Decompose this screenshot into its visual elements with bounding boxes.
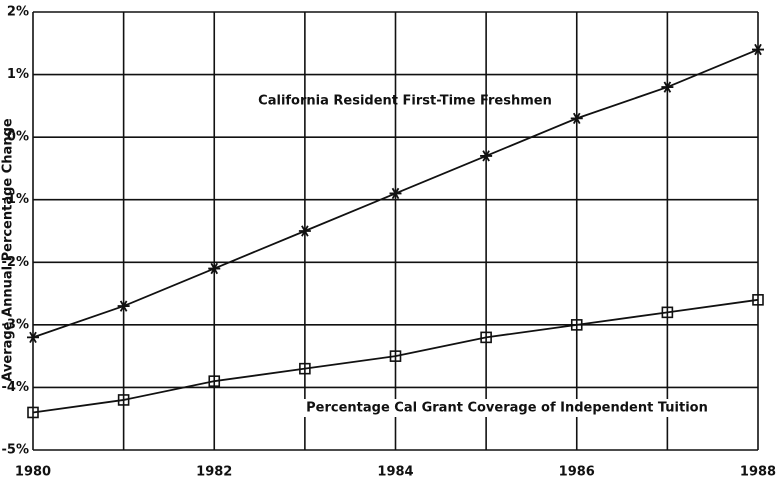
x-tick-label: 1980 xyxy=(15,465,51,480)
y-tick-label: 0% xyxy=(7,130,29,145)
x-tick-label: 1982 xyxy=(196,465,232,480)
x-tick-label: 1984 xyxy=(377,465,413,480)
label-background xyxy=(267,399,747,417)
marker xyxy=(299,362,311,375)
y-tick-label: -4% xyxy=(2,380,29,395)
marker xyxy=(661,306,674,319)
y-tick-label: -3% xyxy=(2,317,29,332)
x-tick-label: 1986 xyxy=(559,465,595,480)
marker xyxy=(298,225,311,237)
y-tick-label: 2% xyxy=(7,5,29,20)
series-label: Percentage Cal Grant Coverage of Indepen… xyxy=(306,401,708,416)
x-tick-label: 1988 xyxy=(740,465,776,480)
marker xyxy=(752,294,764,306)
marker xyxy=(570,319,583,331)
marker xyxy=(27,331,39,344)
y-tick-label: -5% xyxy=(2,443,29,458)
marker xyxy=(117,300,130,312)
series-label: California Resident First-Time Freshmen xyxy=(258,94,552,109)
marker xyxy=(208,375,221,387)
marker xyxy=(117,394,130,406)
marker xyxy=(208,262,221,275)
y-tick-label: -2% xyxy=(2,255,29,270)
marker xyxy=(480,150,493,162)
line xyxy=(32,298,759,414)
y-tick-label: 1% xyxy=(7,67,29,82)
marker xyxy=(661,81,674,93)
marker xyxy=(752,43,764,56)
marker xyxy=(389,350,402,362)
marker xyxy=(389,187,402,200)
y-axis-label: Average Annual Percentage Change xyxy=(1,118,16,382)
marker xyxy=(480,331,492,344)
marker xyxy=(570,112,583,125)
y-tick-label: -1% xyxy=(2,192,29,207)
marker xyxy=(27,406,39,419)
